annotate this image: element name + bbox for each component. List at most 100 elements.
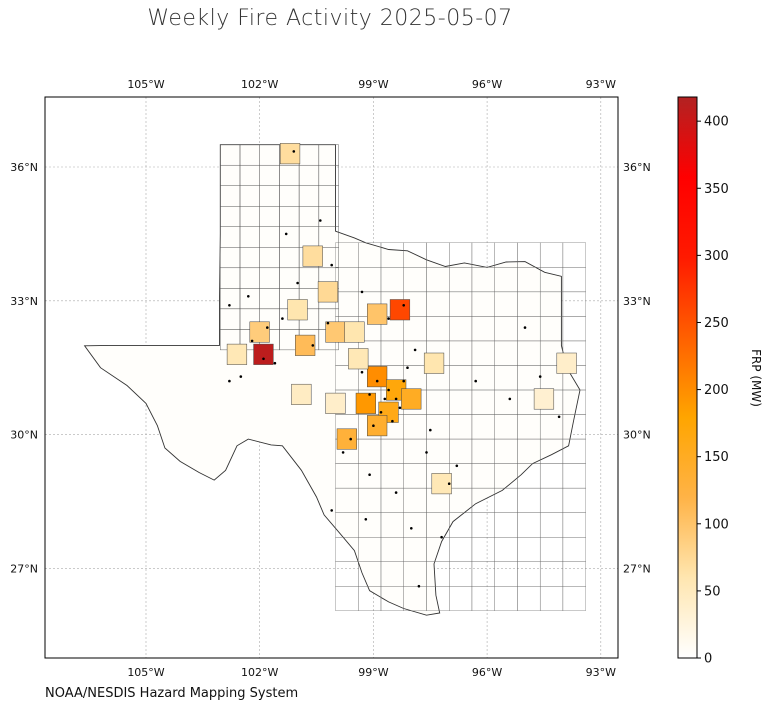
fire-county[interactable] bbox=[556, 352, 577, 374]
lon-tick-label-bottom: 93°W bbox=[586, 666, 616, 679]
fire-point bbox=[247, 295, 250, 298]
fire-county[interactable] bbox=[533, 388, 555, 410]
fire-point bbox=[394, 491, 398, 494]
fire-point bbox=[387, 388, 390, 392]
fire-point bbox=[262, 357, 265, 361]
fire-county[interactable] bbox=[253, 343, 274, 365]
colorbar-tick-label: 300 bbox=[704, 249, 729, 264]
fire-point bbox=[372, 424, 375, 428]
fire-point bbox=[228, 379, 231, 383]
colorbar-tick-label: 50 bbox=[704, 584, 721, 599]
lon-tick-label-top: 96°W bbox=[472, 78, 502, 91]
fire-county[interactable] bbox=[389, 299, 411, 321]
lon-tick-label-top: 102°W bbox=[241, 78, 278, 91]
fire-point bbox=[284, 232, 288, 236]
fire-point bbox=[391, 419, 394, 423]
fire-point bbox=[523, 326, 527, 329]
colorbar-tick-label: 350 bbox=[704, 182, 729, 197]
fire-county[interactable] bbox=[302, 245, 323, 267]
fire-point bbox=[410, 527, 413, 530]
attribution: NOAA/NESDIS Hazard Mapping System bbox=[45, 686, 299, 701]
fire-point bbox=[474, 379, 478, 383]
fire-county[interactable] bbox=[423, 352, 445, 374]
fire-point bbox=[425, 451, 428, 454]
fire-point bbox=[429, 428, 432, 432]
fire-point bbox=[440, 535, 443, 539]
lon-tick-label-bottom: 105°W bbox=[127, 666, 164, 679]
fire-point bbox=[292, 150, 296, 153]
map-frame bbox=[44, 96, 619, 659]
lon-tick-label-top: 93°W bbox=[586, 78, 616, 91]
colorbar: 0 50 100 150 200 250 300 350 400 FRP (MW) bbox=[677, 96, 763, 667]
fire-point bbox=[368, 393, 371, 396]
lon-tick-label-bottom: 102°W bbox=[241, 666, 278, 679]
colorbar-gradient bbox=[677, 96, 698, 659]
fire-point bbox=[228, 304, 231, 307]
fire-county[interactable] bbox=[325, 392, 346, 414]
fire-point bbox=[538, 375, 542, 378]
fire-county[interactable] bbox=[295, 334, 316, 356]
fire-point bbox=[273, 361, 277, 365]
fire-point bbox=[341, 451, 345, 454]
fire-point bbox=[319, 219, 322, 222]
fire-point bbox=[402, 304, 406, 307]
fire-county[interactable] bbox=[226, 343, 248, 365]
fire-point bbox=[239, 375, 243, 378]
lat-tick-label-left: 33°N bbox=[10, 295, 38, 308]
fire-point bbox=[281, 317, 284, 320]
fire-county[interactable] bbox=[344, 321, 365, 343]
fire-county[interactable] bbox=[367, 415, 388, 437]
fire-county[interactable] bbox=[348, 348, 369, 370]
county-cell bbox=[562, 586, 586, 611]
fire-point bbox=[398, 406, 402, 410]
fire-point bbox=[379, 411, 383, 414]
fire-point bbox=[557, 415, 561, 419]
colorbar-tick-label: 100 bbox=[704, 517, 729, 532]
fire-point bbox=[383, 397, 387, 401]
fire-county[interactable] bbox=[287, 299, 308, 321]
colorbar-tick-label: 0 bbox=[704, 652, 712, 667]
fire-point bbox=[250, 339, 254, 343]
fire-county[interactable] bbox=[367, 303, 388, 325]
colorbar-tick-label: 250 bbox=[704, 316, 729, 331]
lat-tick-label-right: 33°N bbox=[623, 295, 651, 308]
fire-point bbox=[296, 281, 299, 285]
fire-point bbox=[330, 509, 334, 512]
fire-county[interactable] bbox=[317, 281, 339, 303]
fire-point bbox=[266, 326, 269, 329]
fire-point bbox=[402, 379, 406, 383]
lat-tick-label-right: 36°N bbox=[623, 161, 651, 174]
fire-county[interactable] bbox=[401, 388, 422, 410]
fire-detections bbox=[228, 150, 561, 588]
fire-county[interactable] bbox=[291, 383, 312, 405]
fire-point bbox=[508, 397, 512, 401]
fire-point bbox=[311, 344, 315, 347]
fire-county[interactable] bbox=[431, 473, 452, 495]
fire-county[interactable] bbox=[336, 428, 357, 450]
lon-tick-label-bottom: 96°W bbox=[472, 666, 502, 679]
fire-county[interactable] bbox=[249, 321, 270, 343]
lon-tick-label-bottom: 99°W bbox=[358, 666, 388, 679]
lat-tick-label-right: 30°N bbox=[623, 429, 651, 442]
fire-county[interactable] bbox=[325, 321, 346, 343]
fire-county[interactable] bbox=[355, 392, 376, 414]
colorbar-tick-label: 200 bbox=[704, 383, 729, 398]
axis-ticks: 105°W 105°W 102°W 102°W 99°W 99°W 96°W 96°W 93°W… bbox=[10, 78, 650, 679]
fire-point bbox=[394, 397, 398, 401]
colorbar-tick-label: 400 bbox=[704, 115, 729, 130]
fire-point bbox=[375, 379, 379, 383]
fire-point bbox=[360, 290, 364, 294]
fire-point bbox=[326, 321, 330, 325]
fire-point bbox=[368, 473, 371, 477]
fire-point bbox=[330, 263, 334, 267]
fire-county[interactable] bbox=[367, 366, 388, 388]
page-title: Weekly Fire Activity 2025-05-07 bbox=[147, 6, 513, 31]
fire-county[interactable] bbox=[279, 143, 301, 165]
lat-tick-label-left: 30°N bbox=[10, 429, 38, 442]
lon-tick-label-top: 99°W bbox=[358, 78, 388, 91]
fire-point bbox=[364, 518, 368, 521]
fire-point bbox=[417, 584, 421, 588]
fire-point bbox=[413, 348, 417, 352]
lat-tick-label-right: 27°N bbox=[623, 562, 651, 575]
